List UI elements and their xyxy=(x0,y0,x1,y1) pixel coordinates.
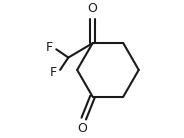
Text: O: O xyxy=(78,122,88,135)
Text: F: F xyxy=(50,66,57,79)
Text: O: O xyxy=(88,2,98,15)
Text: F: F xyxy=(46,41,53,54)
